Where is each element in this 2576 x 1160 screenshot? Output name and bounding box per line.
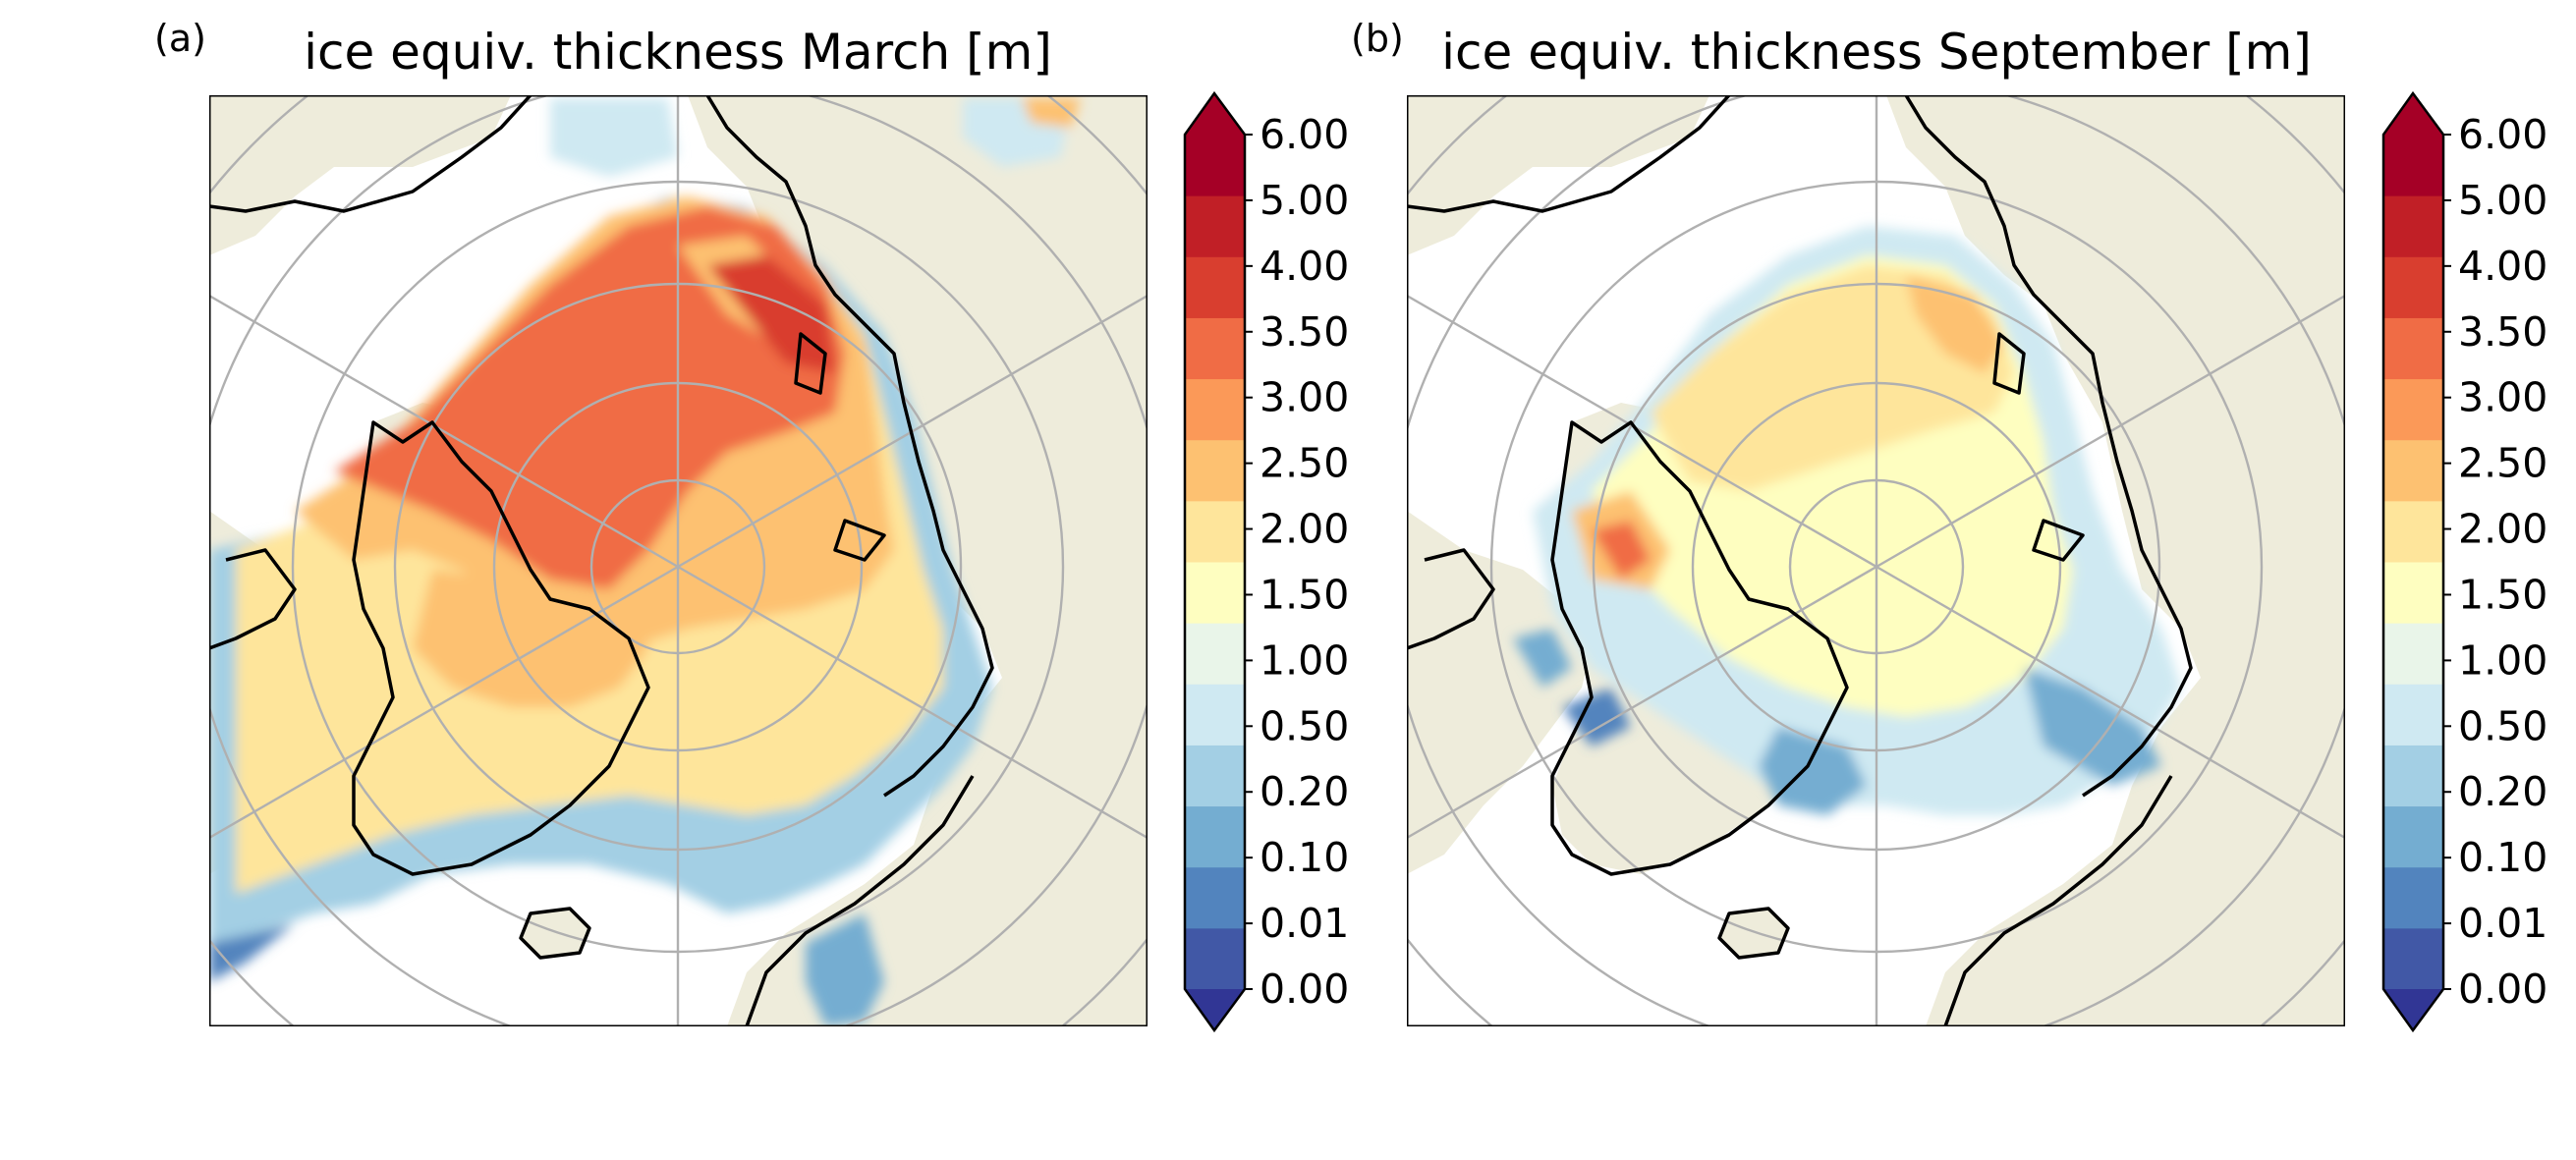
colorbar-under-arrow bbox=[2383, 989, 2443, 1030]
colorbar-segment bbox=[2383, 439, 2443, 502]
colorbar-segment bbox=[1185, 927, 1245, 990]
colorbar-tick-label: 2.50 bbox=[1260, 440, 1349, 487]
colorbar-tick-label: 2.00 bbox=[2458, 506, 2548, 553]
colorbar-tick-labels: 6.00 5.00 4.00 3.50 3.00 2.50 2.00 1.50 1.00 0.50… bbox=[1245, 111, 1349, 1013]
colorbar-segment bbox=[2383, 500, 2443, 563]
panel-title-september: ice equiv. thickness September [m] bbox=[1441, 24, 2312, 81]
colorbar-tick-label: 0.01 bbox=[2458, 900, 2548, 947]
colorbar-segment bbox=[1185, 745, 1245, 807]
colorbar-segment bbox=[1185, 684, 1245, 746]
colorbar-segment bbox=[1185, 439, 1245, 502]
colorbar-tick-label: 0.01 bbox=[1260, 900, 1349, 947]
colorbar-segment bbox=[1185, 378, 1245, 441]
colorbar-segment bbox=[2383, 562, 2443, 624]
colorbar-segment bbox=[2383, 623, 2443, 685]
colorbar-tick-label: 0.00 bbox=[2458, 966, 2548, 1013]
colorbar-segment bbox=[1185, 866, 1245, 929]
colorbar-segment bbox=[1185, 562, 1245, 624]
colorbar-tick-label: 1.50 bbox=[2458, 571, 2548, 618]
colorbar-tick-label: 2.50 bbox=[2458, 440, 2548, 487]
colorbar-tick-label: 3.00 bbox=[2458, 374, 2548, 421]
colorbar-tick-label: 0.10 bbox=[2458, 834, 2548, 881]
colorbar-segment bbox=[1185, 195, 1245, 257]
colorbar-segment bbox=[2383, 684, 2443, 746]
colorbar-tick-label: 4.00 bbox=[1260, 243, 1349, 290]
colorbar-segment bbox=[1185, 500, 1245, 563]
colorbar-tick-label: 0.00 bbox=[1260, 966, 1349, 1013]
colorbar-over-arrow bbox=[2383, 93, 2443, 135]
colorbar-tick-label: 0.20 bbox=[2458, 768, 2548, 815]
colorbar-tick-labels: 6.00 5.00 4.00 3.50 3.00 2.50 2.00 1.50 1.00 0.50… bbox=[2443, 111, 2548, 1013]
map-panel-march: (a) ice equiv. thickness March [m] bbox=[154, 17, 1349, 1033]
colorbar-tick-label: 0.20 bbox=[1260, 768, 1349, 815]
colorbar-tick-label: 5.00 bbox=[2458, 177, 2548, 224]
colorbar-tick-label: 0.50 bbox=[1260, 702, 1349, 749]
colorbar-segment bbox=[1185, 256, 1245, 318]
graticule bbox=[1407, 95, 2345, 1026]
colorbar-segment bbox=[2383, 866, 2443, 929]
colorbar-segment bbox=[2383, 745, 2443, 807]
map-area-march bbox=[209, 95, 1148, 1026]
colorbar-september: 6.00 5.00 4.00 3.50 3.00 2.50 2.00 1.50 1.00 0.50… bbox=[2381, 90, 2548, 1033]
colorbar-tick-label: 3.50 bbox=[2458, 308, 2548, 356]
colorbar-over-arrow bbox=[1185, 93, 1245, 135]
colorbar-tick-label: 1.00 bbox=[2458, 636, 2548, 684]
colorbar-march: 6.00 5.00 4.00 3.50 3.00 2.50 2.00 1.50 1.00 0.50… bbox=[1183, 90, 1349, 1033]
colorbar-tick-label: 1.50 bbox=[1260, 571, 1349, 618]
colorbar-tick-label: 2.00 bbox=[1260, 506, 1349, 553]
colorbar-tick-label: 5.00 bbox=[1260, 177, 1349, 224]
panel-letter-b: (b) bbox=[1351, 17, 1404, 60]
colorbar-segment bbox=[2383, 317, 2443, 380]
coastlines bbox=[1407, 95, 2193, 1026]
colorbar-segment bbox=[2383, 256, 2443, 318]
colorbar-segments bbox=[2383, 135, 2443, 990]
colorbar-segment bbox=[2383, 805, 2443, 868]
map-panel-september: (b) ice equiv. thickness September [m] bbox=[1351, 17, 2548, 1033]
colorbar-tick-label: 3.00 bbox=[1260, 374, 1349, 421]
colorbar-segment bbox=[1185, 317, 1245, 380]
colorbar-segment bbox=[2383, 195, 2443, 257]
map-area-september bbox=[1407, 95, 2345, 1026]
colorbar-tick-label: 6.00 bbox=[2458, 111, 2548, 158]
colorbar-segments bbox=[1185, 135, 1245, 990]
colorbar-segment bbox=[2383, 135, 2443, 196]
colorbar-segment bbox=[1185, 135, 1245, 196]
colorbar-tick-label: 6.00 bbox=[1260, 111, 1349, 158]
colorbar-tick-label: 0.10 bbox=[1260, 834, 1349, 881]
colorbar-segment bbox=[2383, 378, 2443, 441]
colorbar-tick-label: 4.00 bbox=[2458, 243, 2548, 290]
colorbar-under-arrow bbox=[1185, 989, 1245, 1030]
panel-letter-a: (a) bbox=[154, 17, 206, 60]
colorbar-segment bbox=[2383, 927, 2443, 990]
panel-title-march: ice equiv. thickness March [m] bbox=[304, 24, 1052, 81]
colorbar-tick-label: 3.50 bbox=[1260, 308, 1349, 356]
colorbar-tick-label: 0.50 bbox=[2458, 702, 2548, 749]
sea-ice-field bbox=[1513, 226, 2181, 815]
colorbar-segment bbox=[1185, 623, 1245, 685]
coastlines bbox=[209, 95, 994, 1026]
colorbar-segment bbox=[1185, 805, 1245, 868]
colorbar-tick-label: 1.00 bbox=[1260, 636, 1349, 684]
